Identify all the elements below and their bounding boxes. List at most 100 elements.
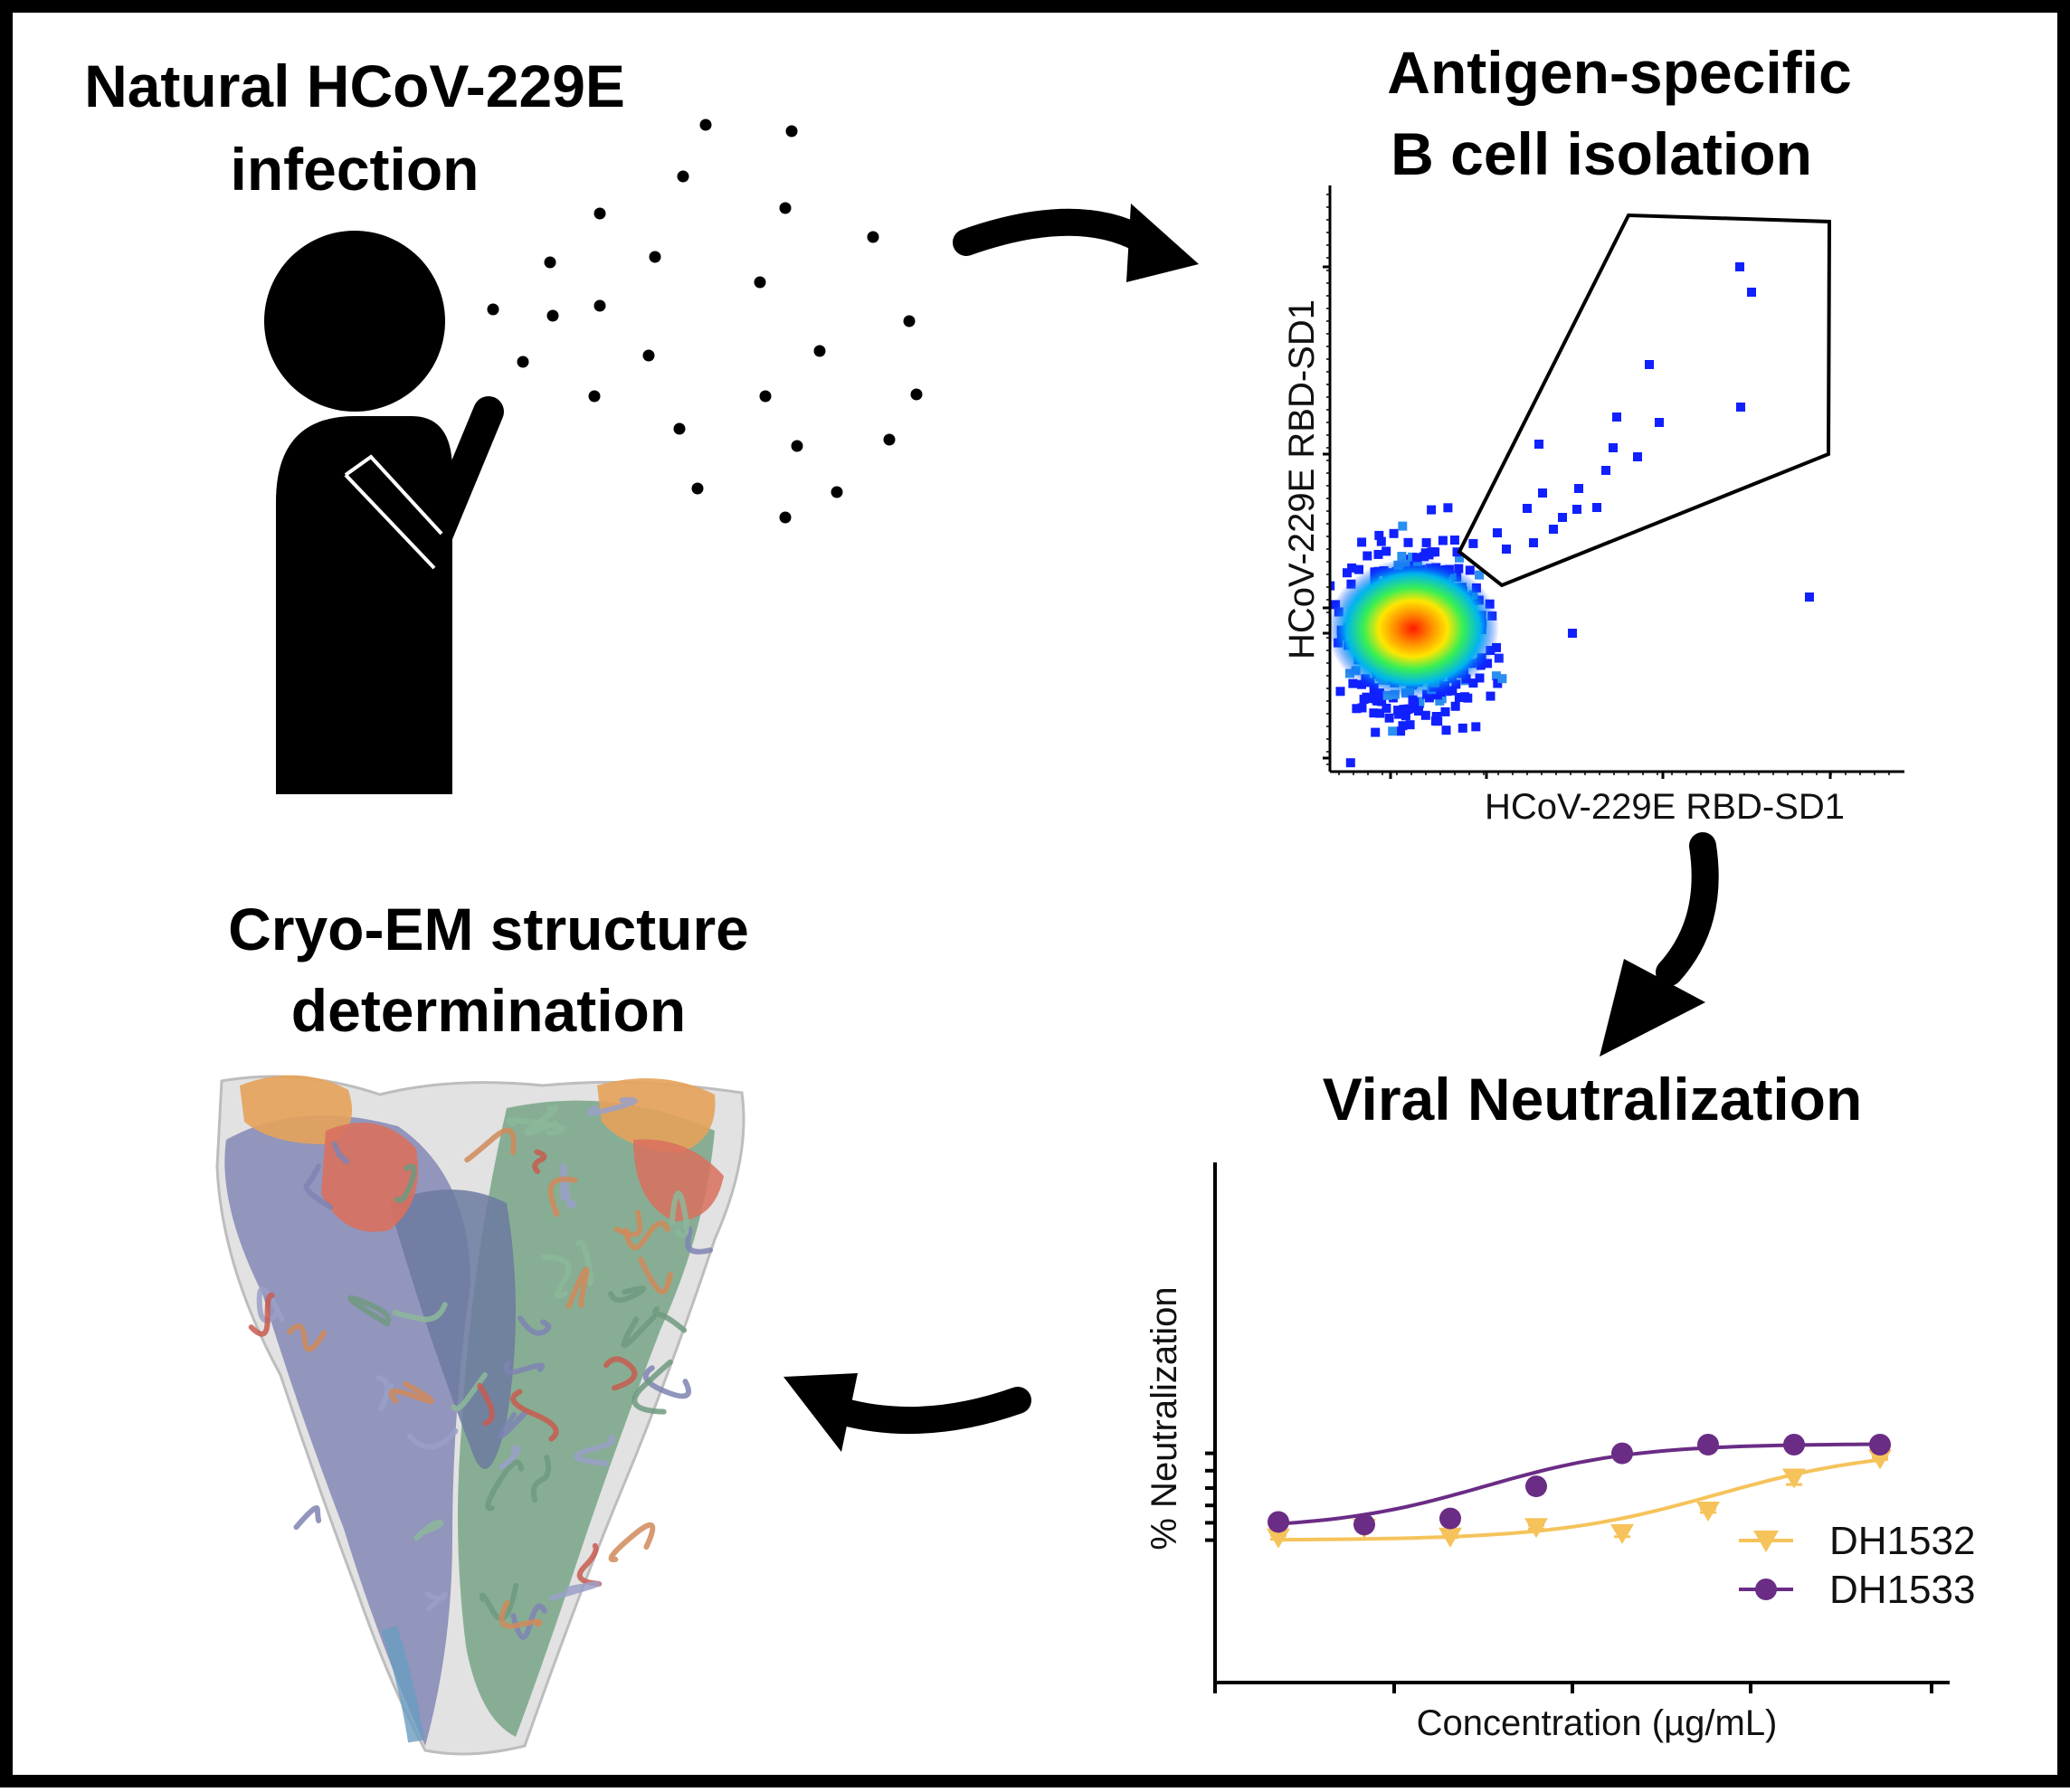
event (1558, 513, 1567, 522)
event (1420, 710, 1430, 720)
droplet (867, 231, 879, 243)
ribbon-trace (248, 1096, 714, 1640)
sort-gate (1457, 213, 1832, 588)
ribbon-segment (394, 1163, 417, 1203)
event (1475, 570, 1485, 580)
event (1458, 723, 1467, 733)
ribbon-segment (638, 1256, 673, 1294)
ribbon-segment (540, 1254, 572, 1299)
ribbon-segment (424, 1591, 449, 1612)
droplet (588, 390, 601, 403)
event (1502, 545, 1511, 554)
ribbon-segment (524, 1105, 559, 1136)
ribbon-segment (413, 1520, 444, 1541)
event (1572, 505, 1581, 514)
flow-events (1330, 262, 1814, 768)
point-dh1532 (1696, 1501, 1720, 1522)
arrow-head-2 (1600, 959, 1705, 1057)
isolation-panel: Antigen-specific B cell isolation HCoV-2… (1282, 39, 1904, 827)
ribbon-segment (518, 1315, 552, 1336)
ribbon-segment (642, 1365, 691, 1399)
arrow-infection-to-isolation (953, 208, 1155, 256)
ribbon-segment (375, 1375, 394, 1412)
event (1534, 440, 1543, 449)
ribbon-segment (510, 1389, 559, 1442)
ribbon-segment (621, 1314, 657, 1349)
droplet (546, 309, 559, 322)
droplet (677, 170, 689, 183)
event (1415, 697, 1425, 706)
droplet (673, 422, 686, 435)
event (1491, 671, 1501, 681)
point-dh1532 (1267, 1528, 1290, 1549)
fit-curve-dh1532 (1278, 1457, 1881, 1542)
fab-heavy-chain-right (597, 1078, 716, 1153)
point-dh1532 (1868, 1449, 1892, 1470)
point-dh1533 (1869, 1434, 1891, 1455)
droplet (487, 303, 499, 316)
legend-label-dh1532: DH1532 (1829, 1519, 1975, 1563)
cryoem-title-line2: determination (291, 977, 686, 1044)
ribbon-segment (392, 1302, 448, 1323)
droplet (699, 119, 712, 131)
event (1389, 528, 1399, 538)
event (1612, 412, 1621, 422)
event (1443, 503, 1453, 513)
ribbon-segment (248, 1292, 275, 1337)
event (1497, 674, 1507, 684)
ribbon-segment (565, 1266, 590, 1309)
infection-title-line1: Natural HCoV-229E (84, 52, 625, 119)
event (1493, 678, 1503, 688)
event (1357, 537, 1367, 547)
flow-cytometry-plot: HCoV-229E RBD-SD1 HCoV-229E RBD-SD1 (1282, 185, 1904, 827)
neutralization-title: Viral Neutralization (1323, 1066, 1863, 1133)
event (1401, 711, 1410, 721)
neutralization-chart: Concentration (µg/mL) % Neutralization D… (1144, 1162, 1975, 1743)
arrow-head-3 (783, 1373, 858, 1452)
droplet (779, 511, 792, 524)
event (1441, 725, 1451, 735)
event (1455, 553, 1464, 563)
event (1357, 703, 1367, 713)
droplet (779, 202, 792, 214)
neutralization-panel: Viral Neutralization Concentration (µg/m… (1144, 1066, 1975, 1743)
droplet (791, 440, 803, 452)
ribbon-segment (503, 1360, 546, 1376)
coughing-person-icon (264, 231, 504, 794)
event (1345, 758, 1355, 768)
fab-heavy-chain-left (240, 1075, 353, 1144)
ribbon-segment (499, 1599, 543, 1629)
event (1384, 713, 1394, 723)
event (1492, 642, 1501, 652)
ribbon-segment (651, 1305, 688, 1333)
stem-helix (381, 1626, 424, 1743)
point-dh1532 (1524, 1518, 1548, 1539)
legend-label-dh1533: DH1533 (1829, 1568, 1975, 1612)
event (1414, 706, 1423, 716)
event (1430, 547, 1440, 557)
ribbon-segment (574, 1435, 616, 1466)
event (1369, 708, 1379, 718)
droplet (691, 482, 704, 495)
event (1376, 536, 1386, 546)
event (1347, 563, 1357, 573)
event (1449, 536, 1459, 545)
protomer-a (224, 1115, 470, 1746)
ribbon-segment (631, 1359, 673, 1415)
droplet (649, 251, 661, 263)
event (1388, 726, 1398, 736)
infection-panel: Natural HCoV-229E infection (84, 52, 923, 794)
ribbon-segment (622, 1220, 671, 1250)
ribbon-segment (548, 1580, 601, 1601)
event (1397, 552, 1407, 561)
fit-curves (1277, 1442, 1881, 1542)
event (1523, 504, 1532, 513)
point-dh1533 (1783, 1434, 1805, 1455)
event (1538, 488, 1547, 498)
event (1736, 403, 1745, 412)
ribbon-segment (451, 1371, 488, 1412)
droplet (593, 299, 606, 312)
event (1398, 721, 1408, 731)
infection-title-line2: infection (231, 136, 480, 203)
